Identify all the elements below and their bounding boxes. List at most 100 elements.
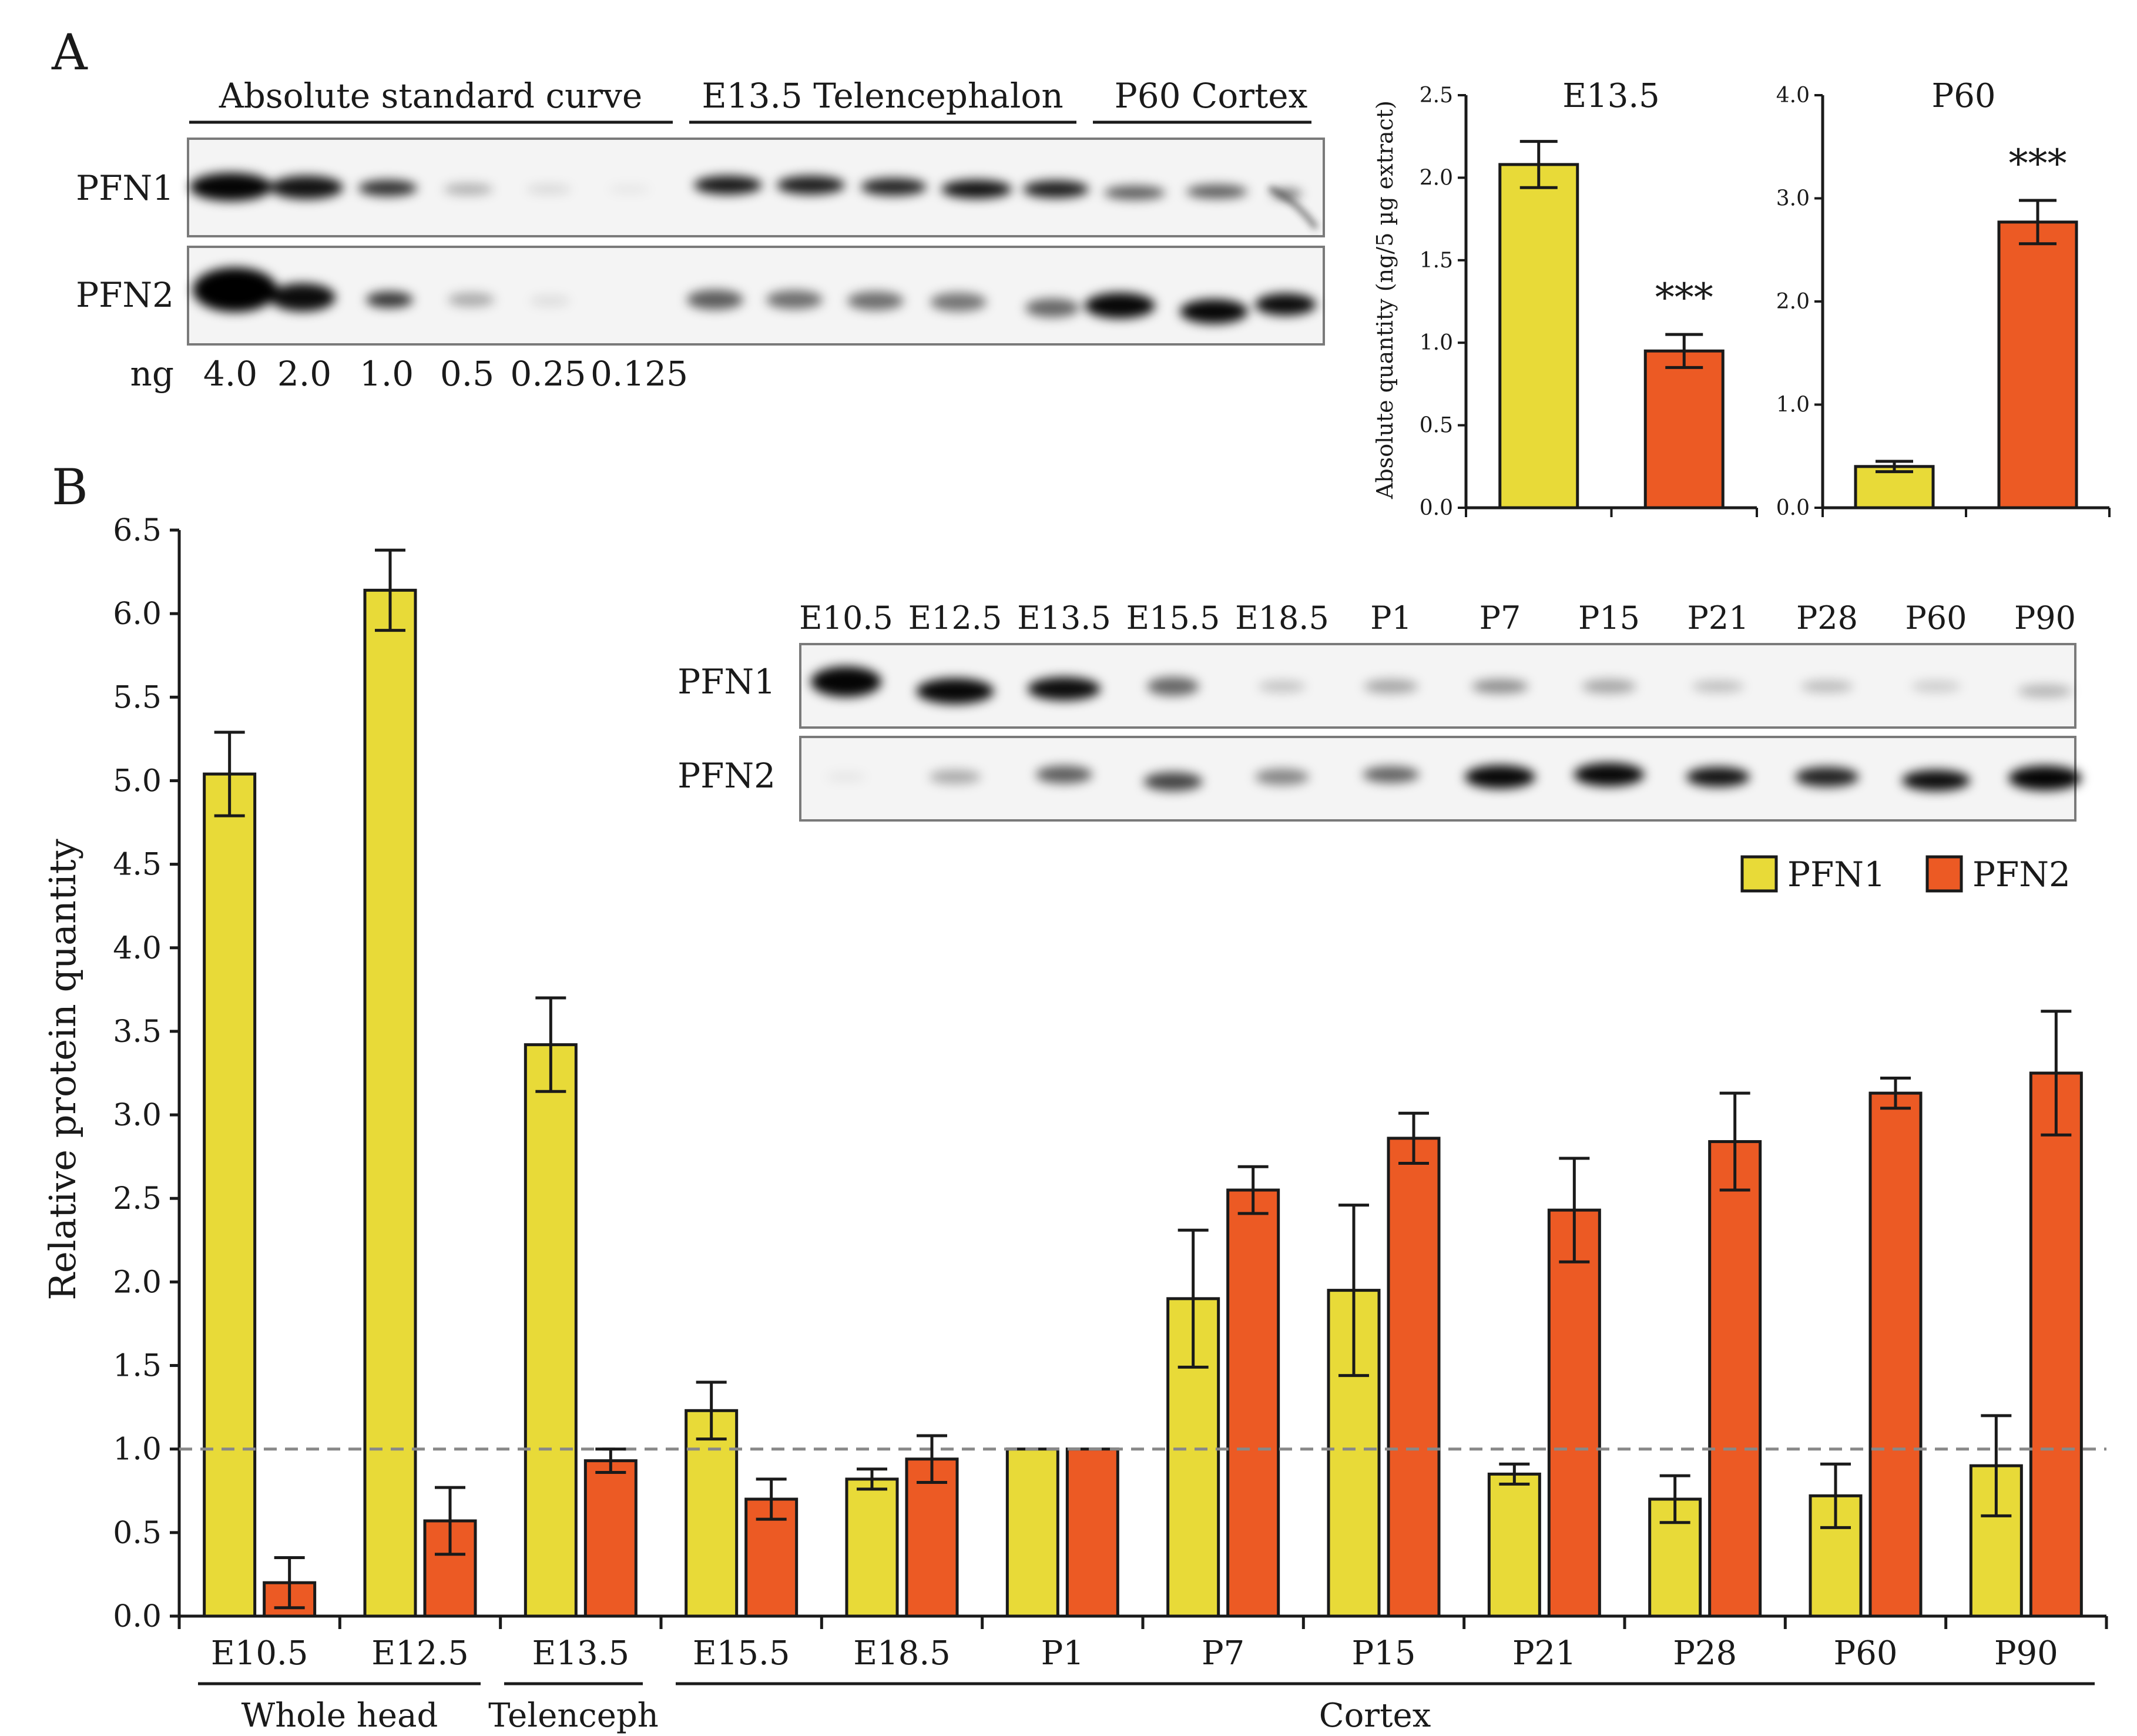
band: [1085, 293, 1155, 319]
inset-lane-label: E12.5: [908, 599, 1002, 636]
chart-a-p60-title: P60: [1932, 77, 1996, 115]
y-tick-label: 1.0: [113, 1432, 162, 1467]
bar-pfn2: [1643, 349, 1725, 510]
band: [687, 290, 743, 310]
bar-pfn2-p15: [1387, 1137, 1441, 1618]
inset-lane-label: P15: [1578, 599, 1640, 636]
blot-a-row-label-pfn1: PFN1: [76, 168, 174, 208]
band: [2008, 766, 2082, 790]
error-bar-pfn1-p21: [1499, 1462, 1530, 1486]
error-bar-pfn2-e18.5: [917, 1434, 947, 1484]
inset-lane-label: P90: [2014, 599, 2076, 636]
band: [1104, 186, 1165, 200]
chart-b-groups: Whole head Telenceph Cortex: [198, 1682, 2095, 1735]
chart-a-e13-5-bars: [1498, 163, 1725, 510]
y-tick-label: 0.0: [113, 1599, 162, 1634]
band: [826, 772, 866, 782]
blot-a-pfn2-bands: [193, 267, 1316, 324]
y-tick-label: 1.5: [1420, 249, 1453, 273]
chart-a-p60-error-bars: [1876, 199, 2057, 474]
band: [1180, 299, 1248, 324]
band: [193, 267, 277, 312]
y-tick-label: 1.0: [1776, 393, 1810, 417]
y-tick-label: 4.5: [113, 847, 162, 883]
x-tick-label: P60: [1834, 1634, 1898, 1673]
error-bar-pfn1-p60: [1820, 1462, 1851, 1529]
band: [1465, 765, 1535, 789]
bar-pfn1-e15.5: [685, 1409, 739, 1618]
y-tick-label: 5.5: [113, 680, 162, 715]
inset-lane-label: E18.5: [1235, 599, 1329, 636]
error-bar-pfn2-e12.5: [435, 1486, 465, 1556]
chart-a-e13-5-x-ticks: [1465, 508, 1758, 517]
inset-blot: E10.5 E12.5 E13.5 E15.5 E18.5 P1 P7 P15 P21 P28 P6…: [677, 599, 2082, 822]
chart-a-e13-5-annotations: ***: [1655, 275, 1713, 320]
error-bar-pfn1-e13.5: [535, 996, 566, 1093]
band: [929, 770, 981, 784]
inset-lane-label: P21: [1687, 599, 1749, 636]
bar-pfn1-e18.5: [845, 1477, 899, 1618]
error-bar-pfn1-e10.5: [214, 730, 245, 817]
inset-lane-label: P28: [1796, 599, 1858, 636]
group-label-cortex: Cortex: [1319, 1697, 1431, 1735]
band: [270, 176, 343, 199]
y-tick-label: 0.0: [1420, 496, 1453, 520]
y-tick-label: 1.5: [113, 1349, 162, 1384]
band: [1025, 299, 1079, 317]
x-tick-label: E13.5: [532, 1634, 630, 1673]
error-bar-pfn2-p7: [1237, 1165, 1269, 1215]
y-tick-label: 0.5: [113, 1516, 162, 1551]
y-tick-label: 0.0: [1776, 496, 1810, 520]
y-tick-label: 0.5: [1420, 414, 1453, 438]
blot-a-smear: [1268, 185, 1319, 230]
band: [861, 178, 927, 196]
band: [1686, 767, 1750, 787]
group-label-standard: Absolute standard curve: [219, 76, 642, 116]
band: [930, 293, 987, 311]
y-tick-label: 6.5: [113, 513, 162, 548]
error-bar-pfn2-e15.5: [756, 1477, 787, 1521]
x-tick-label: E15.5: [693, 1634, 790, 1673]
blot-a: Absolute standard curve E13.5 Telencepha…: [76, 76, 1325, 394]
chart-a-p60-bars: [1854, 220, 2078, 510]
error-bar-pfn2-e10.5: [274, 1556, 305, 1610]
inset-lane-label: E10.5: [799, 599, 893, 636]
inset-blot-row-label-pfn2: PFN2: [677, 756, 776, 796]
error-bar-pfn1-e15.5: [696, 1380, 727, 1441]
y-tick-label: 6.0: [113, 596, 162, 632]
group-label-cortex: P60 Cortex: [1115, 76, 1308, 116]
band: [1186, 185, 1247, 199]
band: [1143, 772, 1203, 791]
x-tick-label: P7: [1202, 1634, 1244, 1673]
band: [609, 185, 650, 193]
band: [1259, 681, 1306, 692]
y-tick-label: 3.5: [113, 1014, 162, 1050]
bar-pfn1-e13.5: [524, 1043, 578, 1618]
significance-marker: ***: [1655, 275, 1713, 320]
legend-label-pfn2: PFN2: [1972, 854, 2071, 894]
chart-a-p60-x-ticks: [1821, 508, 2111, 517]
band: [694, 176, 762, 195]
band: [530, 296, 570, 306]
band: [1036, 766, 1092, 783]
inset-blot-pfn2-membrane: [799, 736, 2076, 822]
inset-lane-label: P7: [1480, 599, 1521, 636]
band: [941, 180, 1012, 199]
band: [847, 291, 904, 310]
band: [766, 290, 823, 309]
chart-a-e13-5-y-label: Absolute quantity (ng/5 µg extract): [1372, 100, 1398, 500]
bar-pfn2-p1: [1065, 1447, 1119, 1618]
band: [1801, 681, 1853, 692]
significance-marker: ***: [2009, 141, 2067, 186]
chart-b-bars: [203, 588, 2083, 1618]
band: [1574, 763, 1645, 786]
chart-b: Relative protein quantity 0.0 0.5 1.0 1.5 2.…: [41, 513, 2108, 1735]
band: [1582, 679, 1636, 693]
error-bar-pfn2: [2019, 199, 2057, 246]
band: [270, 283, 336, 311]
inset-blot-row-label-pfn1: PFN1: [677, 662, 776, 702]
inset-blot-lane-labels: E10.5 E12.5 E13.5 E15.5 E18.5 P1 P7 P15 P21 P28 P6…: [799, 599, 2076, 636]
ng-value: 1.0: [360, 354, 414, 394]
y-tick-label: 4.0: [113, 931, 162, 966]
chart-b-y-label: Relative protein quantity: [41, 839, 84, 1300]
